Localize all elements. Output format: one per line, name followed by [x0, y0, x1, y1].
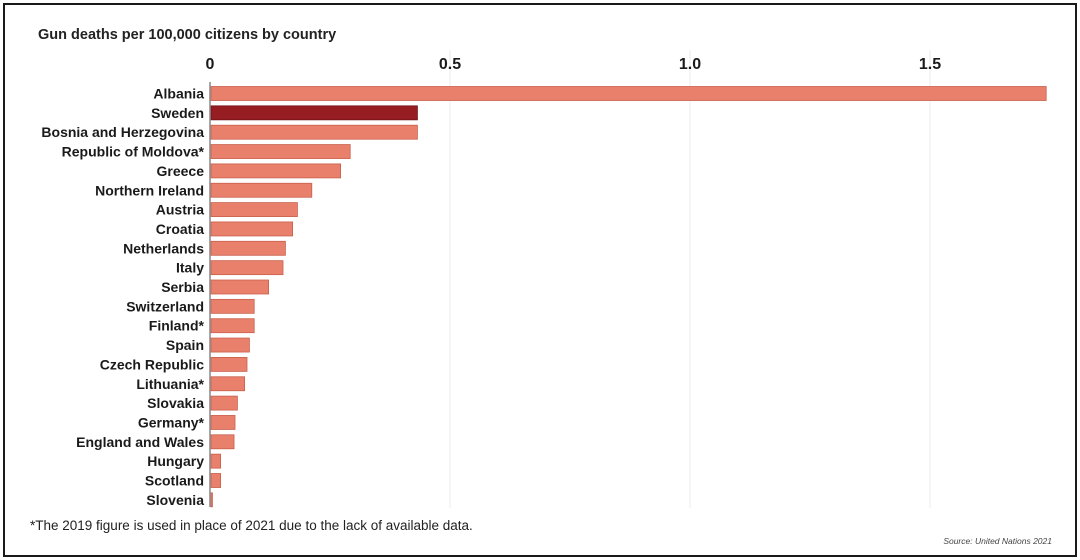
category-label: Netherlands [123, 240, 204, 256]
bar-serbia [210, 279, 269, 295]
category-label: Czech Republic [100, 356, 204, 372]
bar-slovenia [210, 492, 213, 508]
category-labels: Albania Sweden Bosnia and Herzegovina Repub… [41, 86, 204, 508]
category-label: Austria [156, 202, 204, 218]
category-label: Bosnia and Herzegovina [41, 124, 204, 140]
category-label: Serbia [161, 279, 204, 295]
bar-lithuania [210, 376, 245, 392]
category-label: Albania [153, 86, 204, 102]
bar-netherlands [210, 240, 286, 256]
footnote: *The 2019 figure is used in place of 202… [30, 518, 473, 533]
category-label: Slovenia [146, 492, 204, 508]
bars [210, 86, 1047, 508]
bar-northern-ireland [210, 182, 313, 198]
bar-spain [210, 337, 250, 353]
category-label: Sweden [151, 105, 204, 121]
bar-italy [210, 260, 284, 276]
bar-switzerland [210, 298, 255, 314]
bar-england-and-wales [210, 434, 235, 450]
bar-scotland [210, 473, 222, 488]
x-tick-label: 0 [206, 56, 215, 73]
x-axis-ticks: 0 0.5 1.0 1.5 [206, 56, 942, 73]
category-label: Croatia [156, 221, 204, 237]
x-tick-label: 0.5 [439, 56, 461, 73]
category-label: Scotland [145, 473, 204, 489]
bar-greece [210, 163, 342, 179]
chart-title: Gun deaths per 100,000 citizens by count… [38, 27, 337, 43]
category-label: Republic of Moldova* [62, 144, 205, 160]
category-label: Germany* [138, 414, 205, 430]
category-label: Slovakia [147, 395, 204, 411]
category-label: Hungary [147, 453, 204, 469]
bar-slovakia [210, 395, 238, 411]
bar-germany [210, 415, 236, 430]
category-label: Italy [176, 260, 204, 276]
category-label: Spain [166, 337, 204, 353]
category-label: Greece [157, 163, 205, 179]
bar-hungary [210, 453, 222, 469]
bar-croatia [210, 221, 293, 237]
x-tick-label: 1.5 [919, 56, 941, 73]
grid-lines [449, 50, 931, 508]
bar-finland [210, 318, 255, 334]
bar-czech-republic [210, 356, 248, 372]
bar-albania [210, 86, 1047, 101]
x-tick-label: 1.0 [679, 56, 701, 73]
category-label: Northern Ireland [95, 182, 204, 198]
bar-republic-of-moldova [210, 144, 351, 159]
bar-sweden [210, 105, 418, 121]
bar-austria [210, 202, 298, 218]
category-label: Switzerland [126, 298, 204, 314]
category-label: Lithuania* [136, 376, 204, 392]
source-note: Source: United Nations 2021 [943, 536, 1052, 546]
bar-bosnia-and-herzegovina [210, 124, 418, 140]
category-label: England and Wales [76, 434, 204, 450]
category-label: Finland* [149, 318, 205, 334]
